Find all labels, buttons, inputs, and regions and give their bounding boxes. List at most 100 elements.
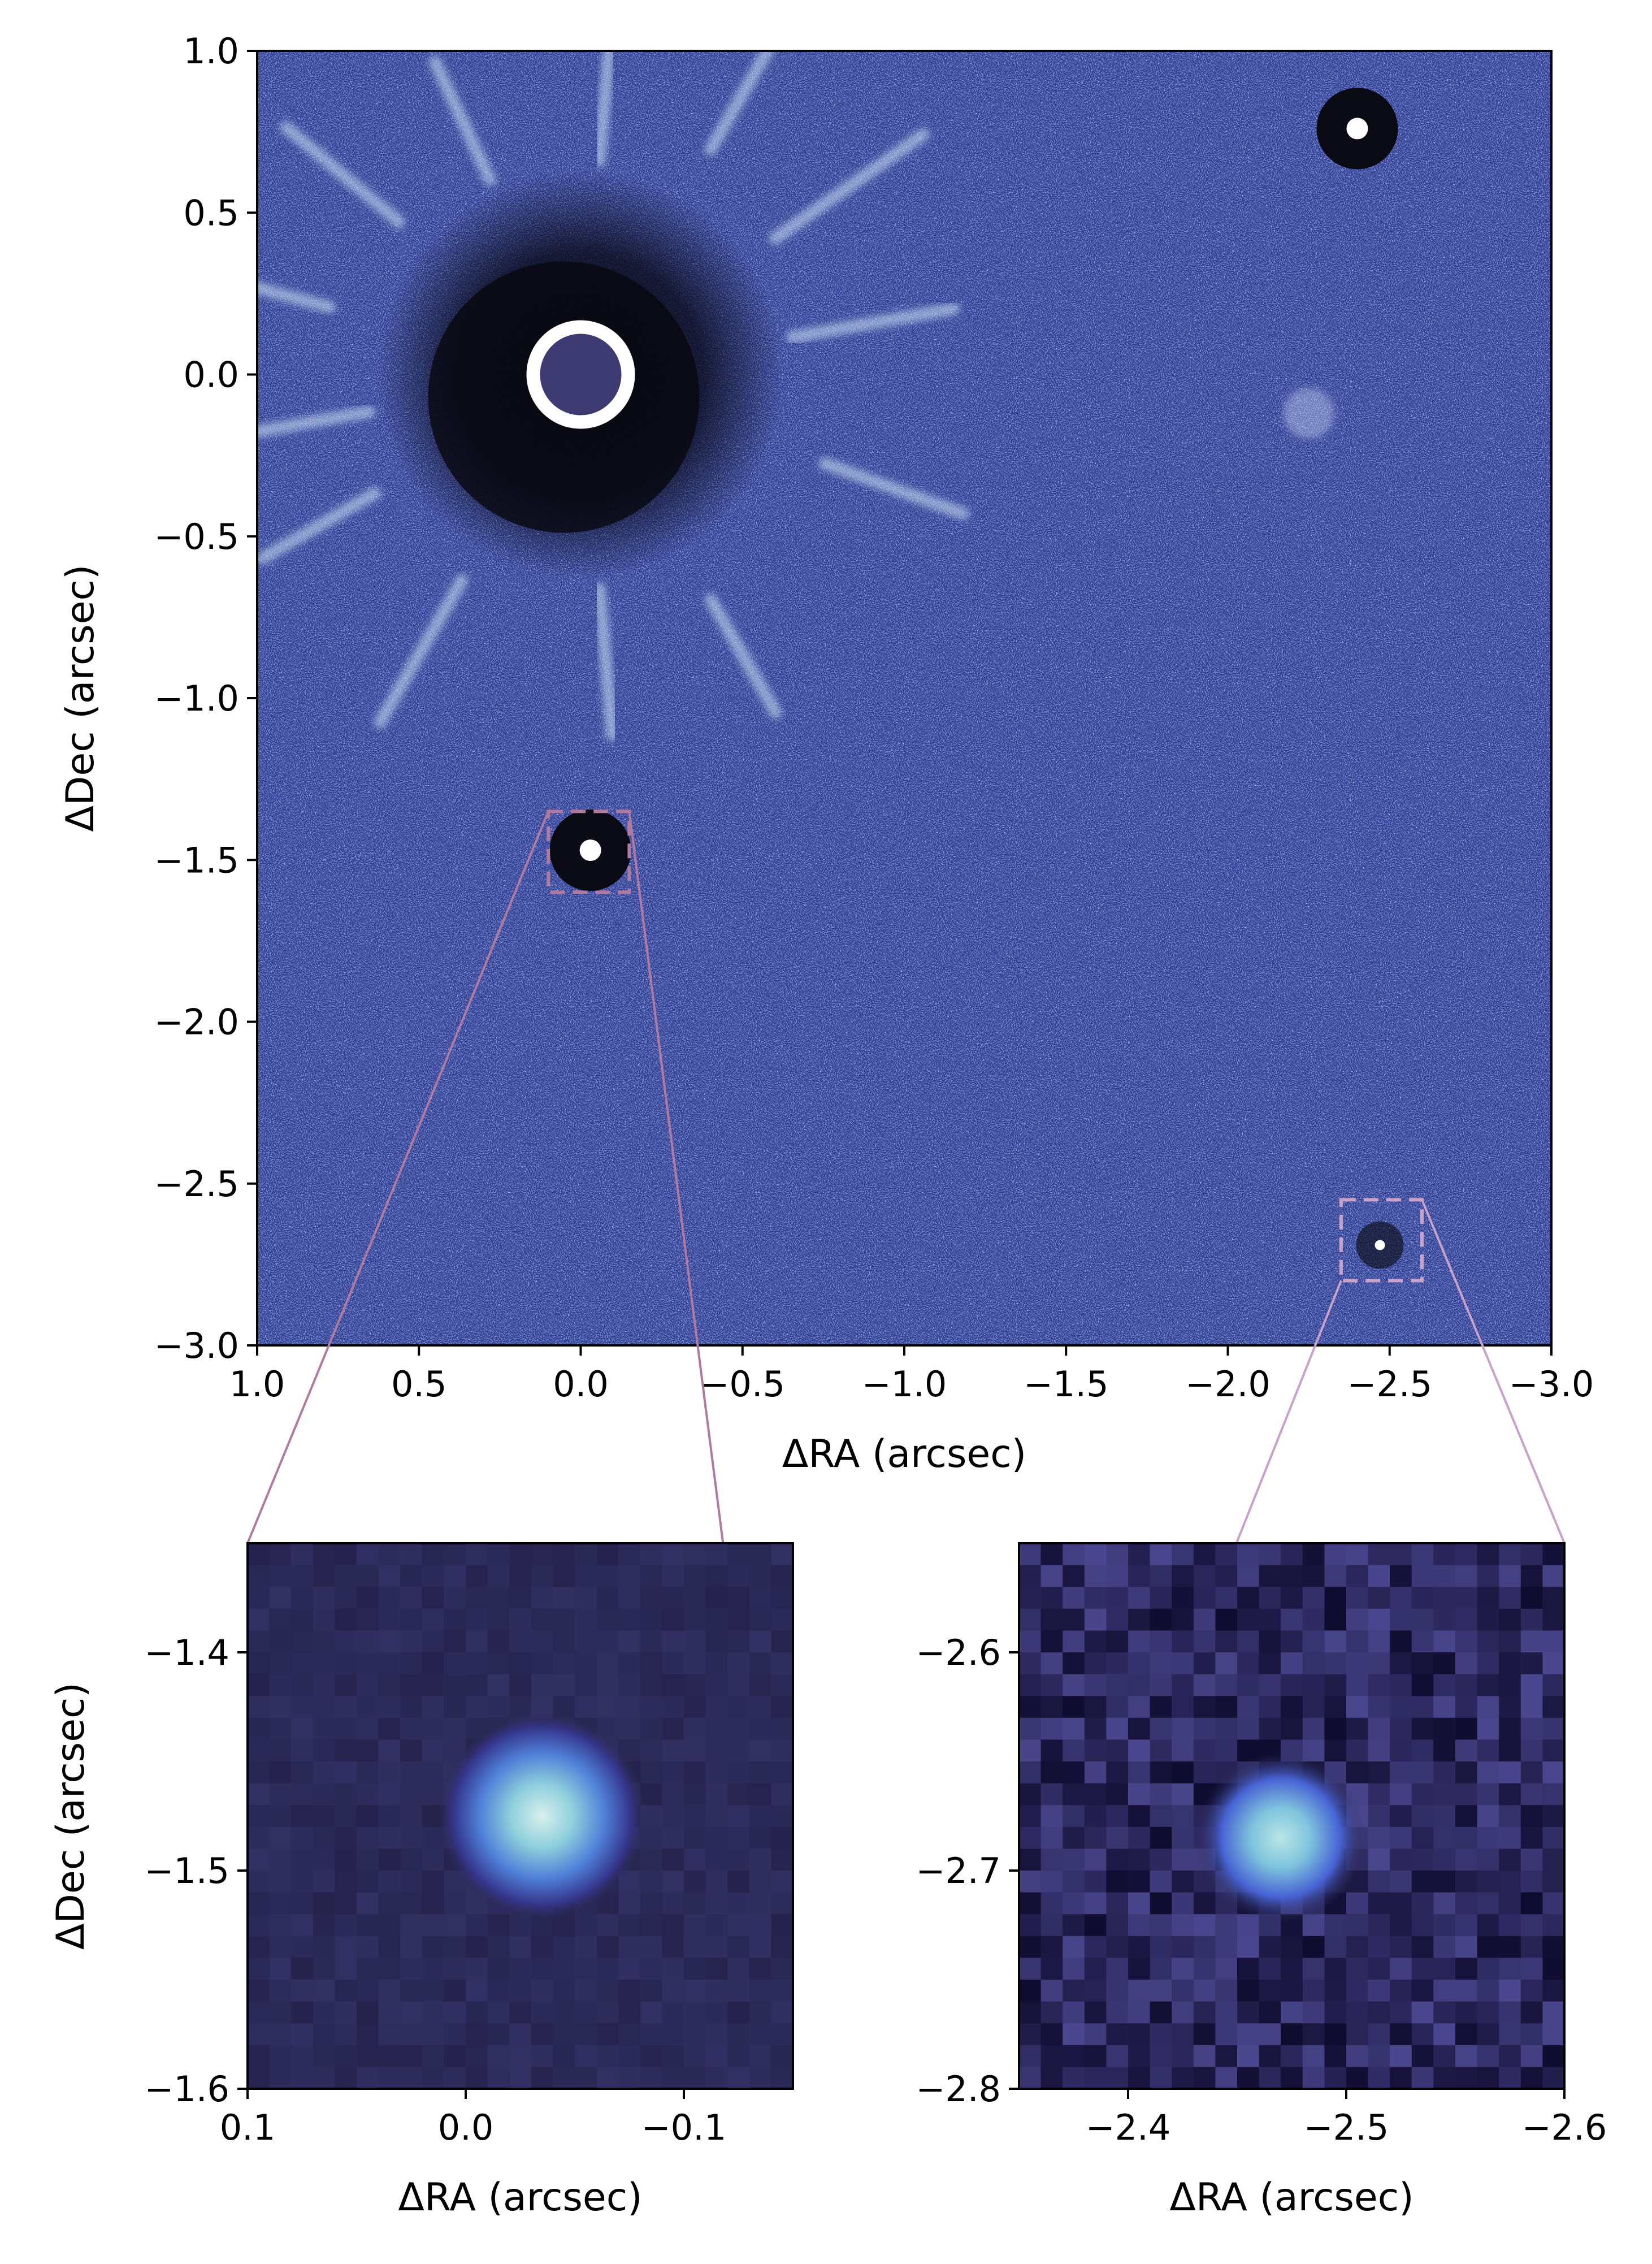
inset-pixel (1019, 1543, 1042, 1566)
inset-pixel (727, 1958, 750, 1980)
inset-pixel (1302, 1958, 1325, 1980)
inset-pixel (1128, 1674, 1151, 1696)
inset-pixel (378, 1826, 401, 1849)
inset-pixel (596, 1936, 619, 1958)
inset-pixel (1477, 1783, 1499, 1806)
inset-pixel (509, 1936, 532, 1958)
inset-pixel (313, 1805, 335, 1828)
inset-pixel (1128, 2001, 1151, 2024)
inset-pixel (531, 1652, 553, 1675)
inset-pixel (575, 2001, 597, 2024)
inset-pixel (1477, 1565, 1499, 1587)
inset-pixel (1411, 1739, 1434, 1762)
inset-pixel (313, 1980, 335, 2002)
inset-pixel (444, 2067, 466, 2089)
inset-pixel (662, 2045, 684, 2067)
inset-pixel (357, 1652, 379, 1675)
inset-pixel (727, 1587, 750, 1609)
inset-pixel (1084, 1587, 1107, 1609)
inset-pixel (1128, 1783, 1151, 1806)
inset-pixel (1084, 1783, 1107, 1806)
inset-pixel (1302, 2023, 1325, 2046)
inset-pixel (1040, 1652, 1063, 1675)
inset-pixel (1063, 2067, 1085, 2089)
inset-pixel (422, 2067, 444, 2089)
inset-pixel (1150, 1958, 1172, 1980)
inset-pixel (1150, 1587, 1172, 1609)
inset-pixel (1128, 1630, 1151, 1653)
inset-pixel (1477, 1608, 1499, 1631)
inset-pixel (1390, 1980, 1412, 2002)
inset-pixel (705, 1630, 728, 1653)
inset-pixel (1499, 2023, 1521, 2046)
diffraction-spike (704, 51, 775, 156)
inset-pixel (640, 2045, 662, 2067)
inset-pixel (313, 1565, 335, 1587)
inset-pixel (1237, 2001, 1260, 2024)
inset-pixel (684, 1717, 706, 1740)
inset-pixel (1411, 1914, 1434, 1937)
inset-pixel (357, 1871, 379, 1893)
inset-pixel (1063, 1849, 1085, 1871)
inset-pixel (1520, 2045, 1543, 2067)
inset-pixel (248, 2045, 270, 2067)
inset-pixel (1390, 2045, 1412, 2067)
inset-pixel (1193, 1980, 1216, 2002)
inset-pixel (1215, 1630, 1238, 1653)
inset-pixel (662, 1717, 684, 1740)
inset-right-x-ticks: −2.4 −2.5 −2.6 (1086, 2089, 1607, 2148)
inset-pixel (1368, 1565, 1390, 1587)
diffraction-spike (704, 593, 782, 719)
inset-pixel (1084, 1914, 1107, 1937)
point-source (1375, 1240, 1385, 1250)
inset-pixel (749, 2001, 771, 2024)
inset-pixel (1040, 1761, 1063, 1784)
inset-pixel (1477, 1892, 1499, 1915)
inset-pixel (1128, 1565, 1151, 1587)
main-x-tick-label: 1.0 (229, 1363, 285, 1405)
inset-pixel (1346, 2045, 1369, 2067)
inset-pixel (618, 1696, 641, 1718)
inset-left-frame (246, 1542, 794, 2090)
inset-pixel (1084, 1761, 1107, 1784)
inset-pixel (1390, 1958, 1412, 1980)
inset-pixel (1433, 1958, 1456, 1980)
inset-pixel (1324, 1696, 1347, 1718)
inset-pixel (291, 1674, 314, 1696)
inset-pixel (466, 1543, 488, 1566)
inset-pixel (1520, 1849, 1543, 1871)
inset-pixel (269, 1565, 292, 1587)
inset-pixel (1150, 2001, 1172, 2024)
inset-pixel (1193, 1761, 1216, 1784)
inset-pixel (1477, 2045, 1499, 2067)
inset-pixel (1542, 1826, 1564, 1849)
inset-pixel (1368, 1871, 1390, 1893)
inset-pixel (1019, 1652, 1042, 1675)
inset-pixel (1128, 1914, 1151, 1937)
inset-pixel (335, 1761, 357, 1784)
inset-pixel (1040, 1587, 1063, 1609)
inset-pixel (1411, 1630, 1434, 1653)
inset-pixel (1215, 1565, 1238, 1587)
inset-pixel (662, 1587, 684, 1609)
inset-pixel (1433, 1652, 1456, 1675)
inset-pixel (1499, 2045, 1521, 2067)
inset-pixel (662, 1936, 684, 1958)
inset-pixel (1150, 1608, 1172, 1631)
inset-pixel (291, 1608, 314, 1631)
inset-pixel (1411, 1608, 1434, 1631)
inset-pixel (749, 1805, 771, 1828)
inset-pixel (662, 1892, 684, 1915)
inset-pixel (1193, 1587, 1216, 1609)
inset-pixel (1150, 1849, 1172, 1871)
inset-pixel (1368, 1761, 1390, 1784)
inset-pixel (1433, 1783, 1456, 1806)
inset-pixel (1390, 1871, 1412, 1893)
inset-pixel (466, 1914, 488, 1937)
inset-pixel (1368, 2001, 1390, 2024)
inset-pixel (1281, 1630, 1303, 1653)
inset-pixel (1477, 1826, 1499, 1849)
diffraction-spike (428, 55, 496, 187)
inset-pixel (1019, 1914, 1042, 1937)
inset-pixel (1084, 2023, 1107, 2046)
